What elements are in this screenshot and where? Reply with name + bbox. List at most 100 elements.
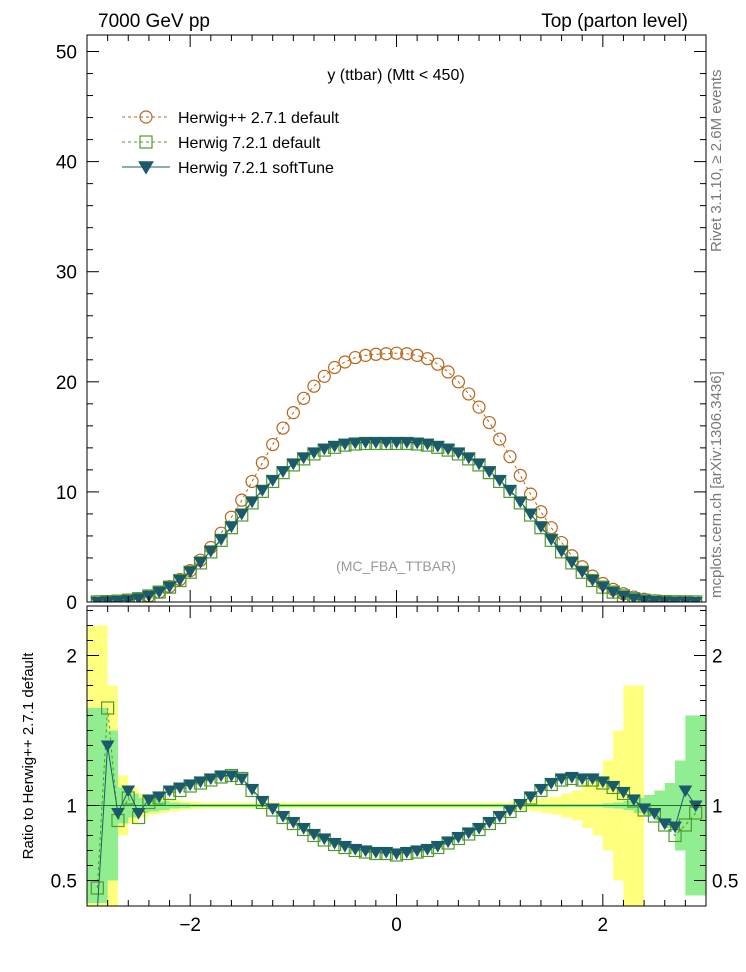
marker-triangle-down <box>430 841 445 853</box>
marker-circle <box>358 348 373 362</box>
marker-triangle-down <box>503 805 517 817</box>
x-tick-label: −2 <box>179 915 201 936</box>
marker-triangle-down <box>193 557 208 569</box>
marker-triangle-down <box>441 836 455 849</box>
marker-triangle-down <box>338 438 352 451</box>
marker-triangle-down <box>430 440 445 453</box>
marker-circle <box>369 347 383 361</box>
marker-circle <box>451 375 465 389</box>
marker-triangle-down <box>657 818 672 831</box>
marker-triangle-down <box>482 817 497 829</box>
main-series-2 <box>90 437 703 602</box>
marker-triangle-down <box>585 773 600 786</box>
ratio-plot-area <box>87 625 706 906</box>
marker-triangle-down <box>668 596 682 602</box>
marker-triangle-down <box>420 438 435 451</box>
sidebar-rivet-info: Rivet 3.1.10, ≥ 2.6M events <box>708 70 725 253</box>
ratio-axes: 0.5 0.5 1 1 2 2 −2 0 2 <box>51 606 738 936</box>
marker-triangle-down <box>203 545 218 558</box>
marker-triangle-down <box>688 800 703 813</box>
marker-triangle-down <box>523 791 538 804</box>
legend-label: Herwig 7.2.1 default <box>178 135 321 152</box>
marker-triangle-down <box>265 803 280 816</box>
plot-title: y (ttbar) (Mtt < 450) <box>327 67 464 84</box>
marker-triangle-down <box>544 534 559 546</box>
marker-triangle-down <box>90 905 105 906</box>
marker-triangle-down <box>138 161 154 175</box>
marker-triangle-down <box>183 779 198 792</box>
marker-triangle-down <box>554 773 569 786</box>
x-tick-label: 2 <box>598 915 609 936</box>
marker-circle <box>431 357 445 371</box>
marker-triangle-down <box>276 466 290 479</box>
marker-triangle-down <box>379 847 394 859</box>
marker-square <box>554 545 569 559</box>
marker-triangle-down <box>368 437 383 449</box>
marker-triangle-down <box>399 437 414 449</box>
marker-circle <box>379 347 393 361</box>
marker-circle <box>286 406 300 420</box>
marker-triangle-down <box>482 466 497 479</box>
marker-circle <box>400 347 414 361</box>
marker-triangle-down <box>389 848 404 861</box>
marker-circle <box>441 365 455 379</box>
marker-triangle-down <box>368 847 383 859</box>
marker-triangle-down <box>647 808 662 820</box>
marker-triangle-down <box>245 496 259 509</box>
marker-triangle-down <box>162 581 177 594</box>
marker-triangle-down <box>193 776 208 789</box>
marker-circle <box>307 379 321 393</box>
marker-triangle-down <box>606 781 621 793</box>
marker-triangle-down <box>565 557 579 569</box>
marker-triangle-down <box>606 586 621 599</box>
marker-triangle-down <box>575 773 590 786</box>
marker-circle <box>493 432 507 446</box>
marker-triangle-down <box>575 566 590 579</box>
marker-circle <box>317 369 331 383</box>
marker-triangle-down <box>142 794 156 807</box>
marker-triangle-down <box>348 437 363 450</box>
marker-triangle-down <box>472 458 486 471</box>
marker-triangle-down <box>472 823 486 835</box>
marker-circle <box>503 450 517 464</box>
marker-triangle-down <box>286 458 301 471</box>
marker-triangle-down <box>410 845 425 858</box>
marker-square <box>90 881 104 895</box>
marker-triangle-down <box>327 838 342 850</box>
marker-triangle-down <box>286 817 301 829</box>
marker-triangle-down <box>214 534 228 546</box>
main-y-tick-label: 0 <box>66 593 77 614</box>
marker-circle <box>524 487 538 501</box>
marker-square <box>204 545 218 559</box>
marker-triangle-down <box>523 508 538 521</box>
legend: Herwig++ 2.7.1 default Herwig 7.2.1 defau… <box>122 110 340 177</box>
marker-triangle-down <box>585 574 600 587</box>
marker-triangle-down <box>513 496 528 509</box>
marker-triangle-down <box>203 773 218 786</box>
header-left: 7000 GeV pp <box>98 11 210 32</box>
marker-triangle-down <box>224 770 239 783</box>
marker-triangle-down <box>317 833 332 846</box>
marker-triangle-down <box>234 773 249 786</box>
marker-triangle-down <box>183 566 198 579</box>
marker-triangle-down <box>152 586 167 599</box>
marker-triangle-down <box>626 794 641 807</box>
marker-triangle-down <box>296 823 311 835</box>
marker-circle <box>544 521 558 535</box>
ratio-y-tick-label: 1 <box>66 797 77 818</box>
marker-triangle-down <box>172 782 187 795</box>
ratio-y-tick-label-right: 1 <box>712 797 723 818</box>
marker-square <box>565 556 579 570</box>
marker-triangle-down <box>100 740 115 753</box>
marker-triangle-down <box>513 799 528 811</box>
marker-square <box>183 565 197 579</box>
marker-triangle-down <box>338 841 352 853</box>
marker-triangle-down <box>534 784 548 796</box>
marker-triangle-down <box>420 844 435 856</box>
marker-triangle-down <box>399 847 414 859</box>
marker-circle <box>328 360 342 375</box>
marker-triangle-down <box>595 581 610 594</box>
marker-circle <box>389 346 404 360</box>
marker-circle <box>245 474 259 489</box>
